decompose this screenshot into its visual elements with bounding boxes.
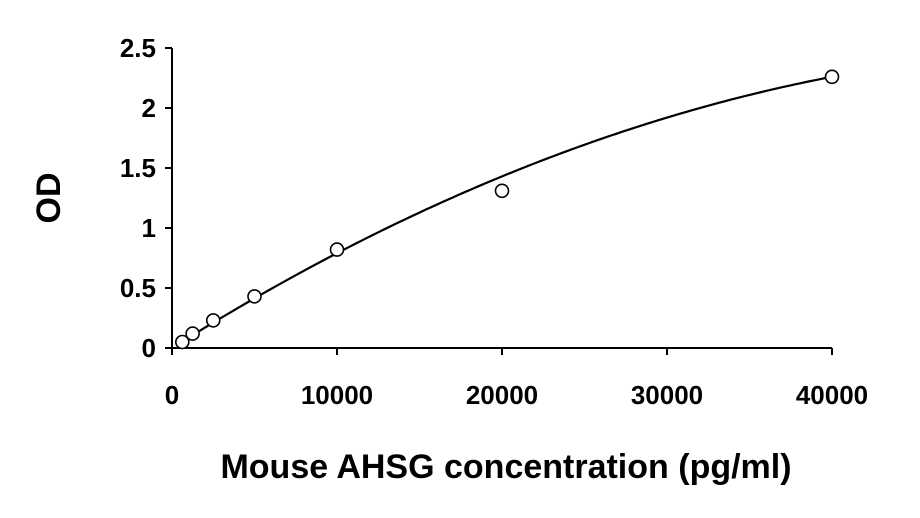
y-axis-title: OD — [30, 173, 68, 224]
data-point — [175, 334, 190, 350]
fit-curve — [181, 75, 833, 343]
x-tick-label: 30000 — [631, 380, 703, 410]
data-point — [824, 69, 840, 85]
y-tick-label: 1 — [142, 213, 156, 243]
y-tick-label: 1.5 — [120, 153, 156, 183]
data-point — [185, 326, 200, 341]
x-tick-label: 20000 — [466, 380, 538, 410]
x-axis-title: Mouse AHSG concentration (pg/ml) — [220, 448, 791, 486]
x-tick-label: 0 — [165, 380, 179, 410]
y-tick-label: 0.5 — [120, 273, 156, 303]
data-point — [329, 242, 345, 257]
x-tick-label: 40000 — [796, 380, 868, 410]
y-tick-label: 2.5 — [120, 33, 156, 63]
data-point — [247, 289, 262, 304]
y-ticks: 0 0.5 1 1.5 2 2.5 — [120, 33, 172, 363]
y-tick-label: 2 — [142, 93, 156, 123]
x-ticks: 0 10000 20000 30000 40000 — [165, 348, 868, 410]
data-point — [205, 313, 221, 328]
data-points — [175, 69, 840, 350]
data-point — [494, 183, 510, 199]
x-tick-label: 10000 — [301, 380, 373, 410]
y-tick-label: 0 — [142, 333, 156, 363]
